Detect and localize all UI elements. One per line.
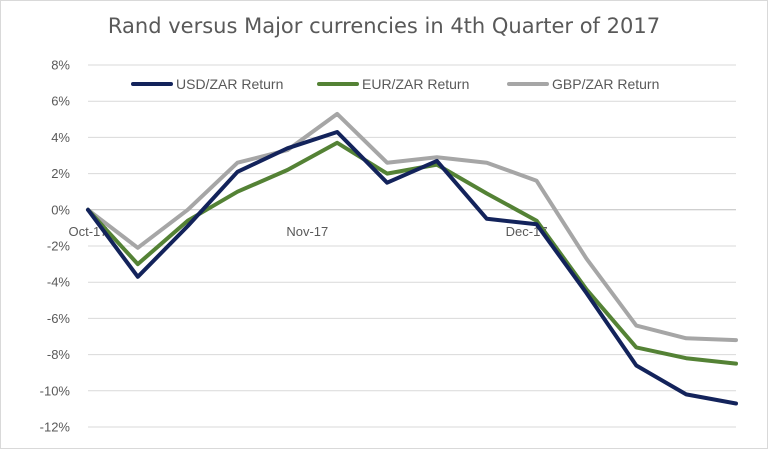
y-tick-label: -2%	[47, 239, 71, 254]
series-line-gbp	[86, 111, 738, 343]
legend: USD/ZAR Return EUR/ZAR Return GBP/ZAR Retu…	[131, 76, 659, 92]
y-axis-ticks: 8% 6% 4% 2% 0% -2% -4% -6% -8% -10% -12%	[40, 58, 71, 435]
series-line-usd	[86, 130, 738, 406]
y-tick-label: -4%	[47, 275, 71, 290]
series-lines	[86, 111, 738, 406]
y-tick-label: -10%	[40, 383, 71, 398]
x-axis-ticks: Oct-17 Nov-17 Dec-17	[68, 224, 547, 239]
y-tick-label: -8%	[47, 347, 71, 362]
legend-label: USD/ZAR Return	[176, 76, 283, 92]
legend-label: GBP/ZAR Return	[552, 76, 659, 92]
chart-title: Rand versus Major currencies in 4th Quar…	[107, 14, 661, 38]
x-tick-label: Nov-17	[286, 224, 328, 239]
y-tick-label: 2%	[51, 166, 70, 181]
legend-label: EUR/ZAR Return	[362, 76, 469, 92]
series-line-eur	[86, 140, 738, 366]
y-tick-label: 6%	[51, 94, 70, 109]
y-tick-label: -6%	[47, 311, 71, 326]
gridlines	[88, 64, 736, 428]
x-tick-label: Oct-17	[68, 224, 107, 239]
y-tick-label: 0%	[51, 202, 70, 217]
y-tick-label: 4%	[51, 130, 70, 145]
y-tick-label: -12%	[40, 420, 71, 435]
y-tick-label: 8%	[51, 58, 70, 73]
